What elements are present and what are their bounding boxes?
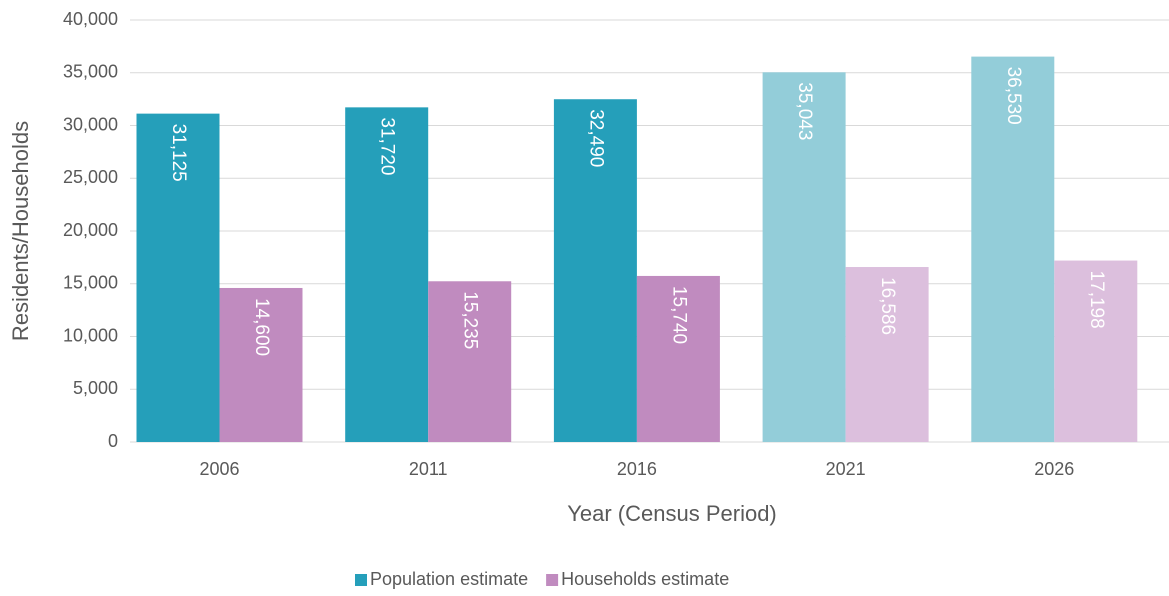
- x-tick-label: 2016: [617, 459, 657, 479]
- y-tick-label: 10,000: [63, 325, 118, 345]
- legend-label: Population estimate: [370, 569, 528, 589]
- data-label: 15,235: [460, 291, 481, 349]
- y-tick-label: 25,000: [63, 167, 118, 187]
- y-tick-label: 35,000: [63, 62, 118, 82]
- data-label: 31,125: [168, 124, 189, 182]
- data-label: 16,586: [877, 277, 898, 335]
- y-tick-label: 40,000: [63, 9, 118, 29]
- bar: [219, 287, 303, 442]
- data-label: 36,530: [1003, 67, 1024, 125]
- y-tick-label: 20,000: [63, 220, 118, 240]
- y-tick-label: 5,000: [73, 378, 118, 398]
- x-tick-label: 2026: [1034, 459, 1074, 479]
- bar: [136, 113, 220, 442]
- x-axis-title: Year (Census Period): [567, 501, 777, 526]
- legend-label: Households estimate: [561, 569, 729, 589]
- data-label: 15,740: [668, 286, 689, 344]
- legend-swatch: [355, 574, 367, 586]
- bar: [636, 275, 720, 442]
- bar: [345, 107, 429, 442]
- data-label: 17,198: [1086, 271, 1107, 329]
- y-tick-label: 30,000: [63, 114, 118, 134]
- y-tick-label: 15,000: [63, 273, 118, 293]
- x-tick-label: 2006: [199, 459, 239, 479]
- data-label: 35,043: [794, 82, 815, 140]
- bar: [845, 267, 929, 442]
- legend-swatch: [546, 574, 559, 586]
- x-tick-label: 2011: [409, 459, 448, 479]
- data-label: 32,490: [585, 109, 606, 167]
- x-tick-label: 2021: [826, 459, 866, 479]
- bar: [428, 281, 512, 442]
- bar: [553, 99, 637, 442]
- y-tick-label: 0: [108, 431, 118, 451]
- data-label: 14,600: [251, 298, 272, 356]
- y-axis-title: Residents/Households: [8, 121, 33, 341]
- bar: [971, 56, 1055, 443]
- bar: [762, 72, 846, 442]
- bar: [1054, 260, 1138, 442]
- data-label: 31,720: [377, 117, 398, 175]
